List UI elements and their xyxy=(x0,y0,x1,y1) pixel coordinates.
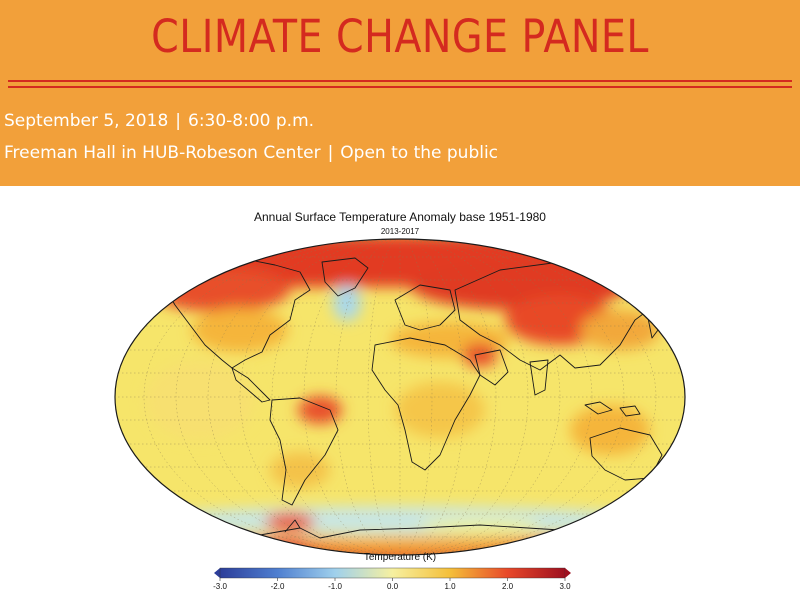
separator: | xyxy=(327,143,334,163)
globe-outline xyxy=(114,238,686,556)
event-datetime: September 5, 2018 | 6:30-8:00 p.m. xyxy=(4,111,314,131)
colorbar-tick-label: 1.0 xyxy=(444,582,456,591)
event-access: Open to the public xyxy=(340,143,499,163)
event-banner: CLIMATE CHANGE PANEL September 5, 2018 | 6… xyxy=(0,0,800,186)
colorbar xyxy=(214,567,571,581)
event-date: September 5, 2018 xyxy=(4,111,169,131)
colorbar-tick-label: 2.0 xyxy=(501,582,514,591)
colorbar-bar xyxy=(219,567,566,579)
colorbar-tick-label: -3.0 xyxy=(213,582,227,591)
colorbar-tick-label: -2.0 xyxy=(270,582,285,591)
event-time: 6:30-8:00 p.m. xyxy=(188,111,315,131)
event-venue: Freeman Hall in HUB-Robeson Center xyxy=(4,143,321,163)
colorbar-min-arrow xyxy=(214,568,220,578)
event-title: CLIMATE CHANGE PANEL xyxy=(151,10,649,63)
colorbar-tick-label: 0.0 xyxy=(386,582,399,591)
title-rule-top xyxy=(8,80,792,82)
title-rule-bottom xyxy=(8,86,792,88)
map-title: Annual Surface Temperature Anomaly base … xyxy=(254,210,546,224)
colorbar-tick-label: -1.0 xyxy=(328,582,342,591)
event-location: Freeman Hall in HUB-Robeson Center | Open … xyxy=(4,143,498,163)
map-globe xyxy=(115,239,685,555)
colorbar-tick-label: 3.0 xyxy=(559,582,571,591)
colorbar-title: Temperature (K) xyxy=(363,552,437,563)
colorbar-max-arrow xyxy=(565,568,571,578)
separator: | xyxy=(175,111,181,131)
map-subtitle: 2013-2017 xyxy=(380,227,420,236)
